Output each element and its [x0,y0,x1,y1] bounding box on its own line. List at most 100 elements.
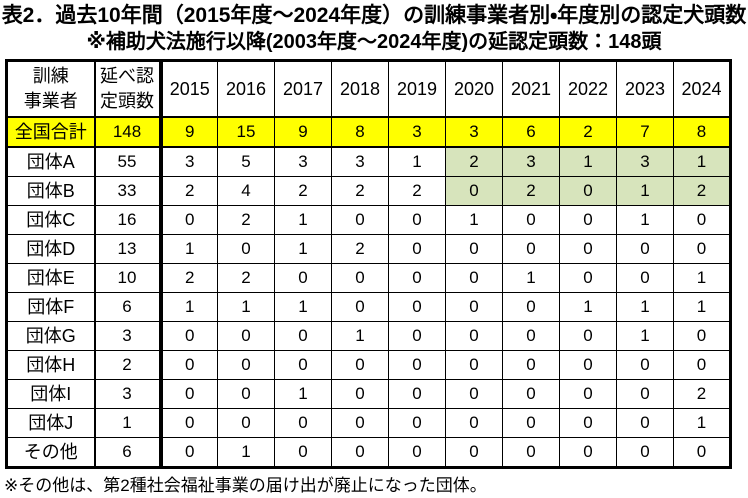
year-cell: 1 [616,292,674,322]
year-cell: 1 [673,292,731,322]
row-total: 6 [94,292,163,322]
year-cell: 0 [445,379,503,409]
row-total: 55 [94,146,163,177]
year-cell: 0 [388,321,446,351]
year-cell: 0 [274,350,332,380]
year-cell: 1 [160,292,218,322]
year-cell: 3 [388,116,446,148]
table-row: 団体C 16 0 2 1 0 0 1 0 0 1 0 [6,205,731,235]
year-cell: 0 [274,408,332,438]
year-cell: 0 [673,234,731,264]
year-cell: 2 [274,176,332,206]
year-cell: 0 [616,408,674,438]
row-total: 33 [94,176,163,206]
year-cell: 1 [502,263,560,293]
row-label: 団体G [6,321,96,351]
year-cell: 0 [331,379,389,409]
row-total: 10 [94,263,163,293]
table-row: 団体J 1 0 0 0 0 0 0 0 0 0 1 [6,408,731,438]
year-cell: 0 [559,437,617,468]
year-cell: 0 [388,205,446,235]
table-title: 表2．過去10年間（2015年度～2024年度）の訓練事業者別・年度別の認定犬頭… [1,4,747,27]
row-total: 16 [94,205,163,235]
year-cell: 0 [616,350,674,380]
year-cell: 0 [217,379,275,409]
row-total: 148 [94,116,163,148]
year-cell: 0 [160,321,218,351]
year-cell: 0 [559,205,617,235]
year-cell: 0 [445,408,503,438]
year-cell: 1 [331,321,389,351]
year-cell: 2 [559,116,617,148]
header-year-2018: 2018 [331,60,389,118]
year-cell: 0 [616,234,674,264]
header-year-2023: 2023 [616,60,674,118]
row-label: 団体F [6,292,96,322]
year-cell: 0 [445,292,503,322]
year-cell: 9 [274,116,332,148]
year-cell: 1 [559,292,617,322]
table-row: 団体D 13 1 0 1 2 0 0 0 0 0 0 [6,234,731,264]
header-year-2016: 2016 [217,60,275,118]
row-label: その他 [6,437,96,468]
year-cell: 1 [616,176,674,206]
year-cell: 0 [217,234,275,264]
table-row: 団体F 6 1 1 1 0 0 0 0 1 1 1 [6,292,731,322]
year-cell: 0 [160,408,218,438]
year-cell: 3 [160,146,218,177]
year-cell: 1 [274,205,332,235]
year-cell: 0 [388,263,446,293]
year-cell: 0 [616,437,674,468]
year-cell: 1 [616,321,674,351]
year-cell: 1 [274,234,332,264]
year-cell: 1 [673,408,731,438]
header-trainer-line2: 事業者 [23,91,78,111]
year-cell: 2 [331,176,389,206]
year-cell: 3 [274,146,332,177]
year-cell: 0 [559,234,617,264]
year-cell: 0 [502,292,560,322]
header-year-2015: 2015 [160,60,218,118]
row-label: 団体C [6,205,96,235]
year-cell: 0 [331,350,389,380]
year-cell: 8 [673,116,731,148]
year-cell: 0 [502,321,560,351]
table-row: 団体A 55 3 5 3 3 1 2 3 1 3 1 [6,146,731,177]
year-cell: 0 [616,263,674,293]
year-cell: 0 [502,234,560,264]
year-cell: 0 [559,350,617,380]
table-row: 団体H 2 0 0 0 0 0 0 0 0 0 0 [6,350,731,380]
year-cell: 1 [274,292,332,322]
certification-table: 訓練 事業者 延べ認 定頭数 2015 2016 2017 2018 2019 … [5,59,732,469]
header-year-2021: 2021 [502,60,560,118]
year-cell: 0 [445,234,503,264]
year-cell: 0 [217,408,275,438]
row-label: 全国合計 [6,116,96,148]
row-label: 団体D [6,234,96,264]
year-cell: 5 [217,146,275,177]
year-cell: 0 [274,321,332,351]
row-total: 3 [94,321,163,351]
row-label: 団体A [6,146,96,177]
year-cell: 2 [331,234,389,264]
row-label: 団体J [6,408,96,438]
year-cell: 1 [445,205,503,235]
year-cell: 0 [502,437,560,468]
table-row: その他 6 0 1 0 0 0 0 0 0 0 0 [6,437,731,468]
year-cell: 2 [445,146,503,177]
year-cell: 0 [559,176,617,206]
year-cell: 0 [559,408,617,438]
year-cell: 0 [388,350,446,380]
year-cell: 0 [331,437,389,468]
year-cell: 1 [673,146,731,177]
header-trainer: 訓練 事業者 [6,60,96,118]
row-label: 団体H [6,350,96,380]
year-cell: 15 [217,116,275,148]
year-cell: 0 [445,263,503,293]
year-cell: 0 [502,350,560,380]
year-cell: 2 [673,176,731,206]
year-cell: 0 [274,263,332,293]
year-cell: 0 [331,205,389,235]
year-cell: 0 [673,350,731,380]
year-cell: 3 [445,116,503,148]
